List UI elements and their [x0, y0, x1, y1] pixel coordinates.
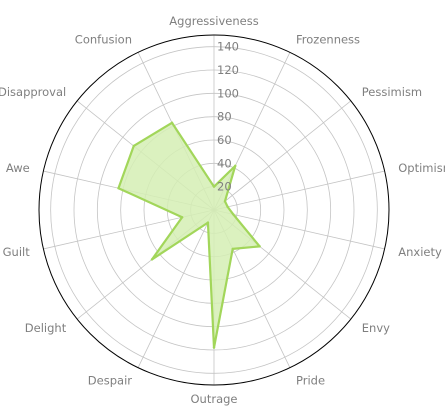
axis-label-layer: Aggressiveness Frozenness Pessimism Optimis… — [0, 14, 445, 406]
axis-label-delight: Delight — [25, 321, 67, 335]
spoke-line — [213, 170, 385, 211]
data-point-delight — [150, 258, 154, 261]
data-point-envy — [258, 245, 261, 248]
data-point-pride — [231, 247, 234, 251]
data-point-optimism — [226, 205, 229, 209]
data-point-frozenness — [234, 164, 237, 168]
axis-label-confusion: Confusion — [75, 33, 132, 47]
axis-label-guilt: Guilt — [3, 245, 31, 259]
series-layer — [117, 121, 261, 349]
data-point-confusion — [170, 121, 174, 124]
data-point-pessimism — [223, 200, 227, 203]
r-tick-label: 40 — [217, 156, 232, 170]
r-tick-label: 20 — [217, 180, 232, 194]
r-tick-label: 80 — [217, 110, 232, 124]
axis-label-awe: Awe — [6, 161, 30, 175]
data-point-anxiety — [232, 213, 235, 216]
spoke-line — [213, 209, 385, 250]
axis-label-frozenness: Frozenness — [296, 33, 360, 47]
data-point-outrage — [212, 346, 216, 349]
data-point-aggressiveness — [212, 185, 216, 188]
axis-label-anxiety: Anxiety — [398, 245, 442, 259]
data-point-despair — [206, 221, 210, 224]
data-point-guilt — [180, 216, 184, 219]
axis-label-optimism: Optimism — [398, 161, 445, 175]
axis-label-disapproval: Disapproval — [0, 85, 66, 99]
data-point-awe — [117, 186, 120, 190]
spoke-line — [213, 100, 352, 211]
r-tick-label: 60 — [217, 133, 232, 147]
series-polygon — [117, 121, 261, 349]
axis-label-aggressiveness: Aggressiveness — [169, 14, 258, 28]
outer-frame-ring — [38, 34, 390, 386]
r-tick-label: 120 — [217, 63, 239, 77]
data-point-disapproval — [132, 144, 135, 148]
axis-label-pessimism: Pessimism — [362, 85, 422, 99]
r-tick-label: 140 — [217, 40, 239, 54]
axis-label-outrage: Outrage — [191, 392, 238, 406]
axis-label-envy: Envy — [362, 321, 390, 335]
r-tick-label: 100 — [217, 86, 239, 100]
tick-layer: 20 40 60 80 100 120 140 — [217, 40, 239, 194]
spoke-line — [137, 209, 215, 368]
axis-label-despair: Despair — [88, 373, 132, 387]
axis-label-pride: Pride — [296, 373, 325, 387]
